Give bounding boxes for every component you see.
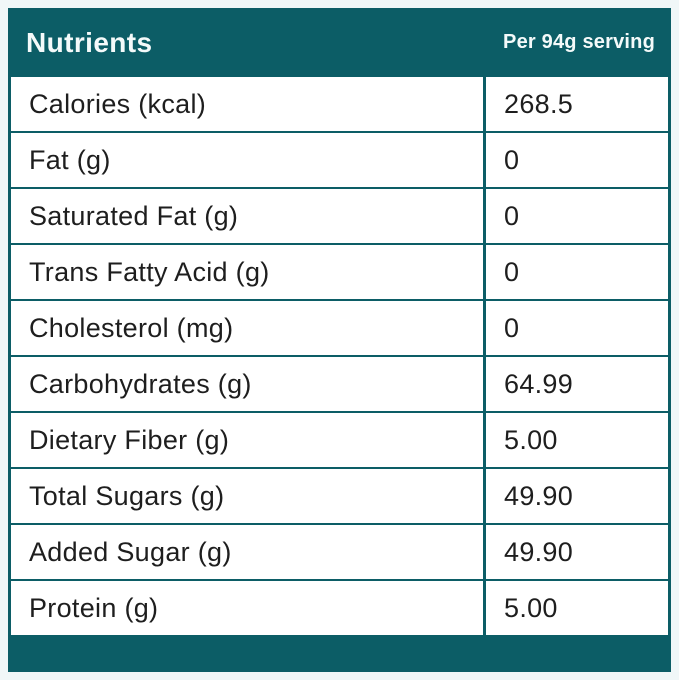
nutrients-column-header: Nutrients bbox=[26, 26, 153, 58]
nutrient-value: 0 bbox=[486, 301, 668, 355]
table-row: Cholesterol (mg) 0 bbox=[11, 301, 668, 355]
nutrient-label: Dietary Fiber (g) bbox=[11, 413, 483, 467]
nutrient-value: 5.00 bbox=[486, 413, 668, 467]
table-row: Saturated Fat (g) 0 bbox=[11, 189, 668, 243]
nutrient-label: Added Sugar (g) bbox=[11, 525, 483, 579]
nutrient-value: 0 bbox=[486, 245, 668, 299]
nutrient-label: Fat (g) bbox=[11, 133, 483, 187]
nutrient-label: Trans Fatty Acid (g) bbox=[11, 245, 483, 299]
table-row: Dietary Fiber (g) 5.00 bbox=[11, 413, 668, 467]
serving-size-column-header: Per 94g serving bbox=[503, 31, 655, 53]
nutrient-value: 64.99 bbox=[486, 357, 668, 411]
table-row: Calories (kcal) 268.5 bbox=[11, 77, 668, 131]
nutrition-table: Nutrients Per 94g serving Calories (kcal… bbox=[8, 8, 671, 672]
nutrient-label: Protein (g) bbox=[11, 581, 483, 635]
nutrient-value: 268.5 bbox=[486, 77, 668, 131]
table-row: Trans Fatty Acid (g) 0 bbox=[11, 245, 668, 299]
table-row: Fat (g) 0 bbox=[11, 133, 668, 187]
nutrient-label: Calories (kcal) bbox=[11, 77, 483, 131]
nutrient-value: 49.90 bbox=[486, 469, 668, 523]
table-footer-bar bbox=[8, 635, 671, 672]
nutrient-label: Saturated Fat (g) bbox=[11, 189, 483, 243]
nutrient-value: 49.90 bbox=[486, 525, 668, 579]
nutrient-value: 0 bbox=[486, 133, 668, 187]
table-row: Carbohydrates (g) 64.99 bbox=[11, 357, 668, 411]
nutrient-label: Carbohydrates (g) bbox=[11, 357, 483, 411]
nutrient-label: Total Sugars (g) bbox=[11, 469, 483, 523]
nutrient-label: Cholesterol (mg) bbox=[11, 301, 483, 355]
table-row: Protein (g) 5.00 bbox=[11, 581, 668, 635]
table-row: Total Sugars (g) 49.90 bbox=[11, 469, 668, 523]
table-row: Added Sugar (g) 49.90 bbox=[11, 525, 668, 579]
table-header: Nutrients Per 94g serving bbox=[8, 8, 671, 77]
table-body: Calories (kcal) 268.5 Fat (g) 0 Saturate… bbox=[8, 77, 671, 635]
nutrient-value: 0 bbox=[486, 189, 668, 243]
nutrient-value: 5.00 bbox=[486, 581, 668, 635]
